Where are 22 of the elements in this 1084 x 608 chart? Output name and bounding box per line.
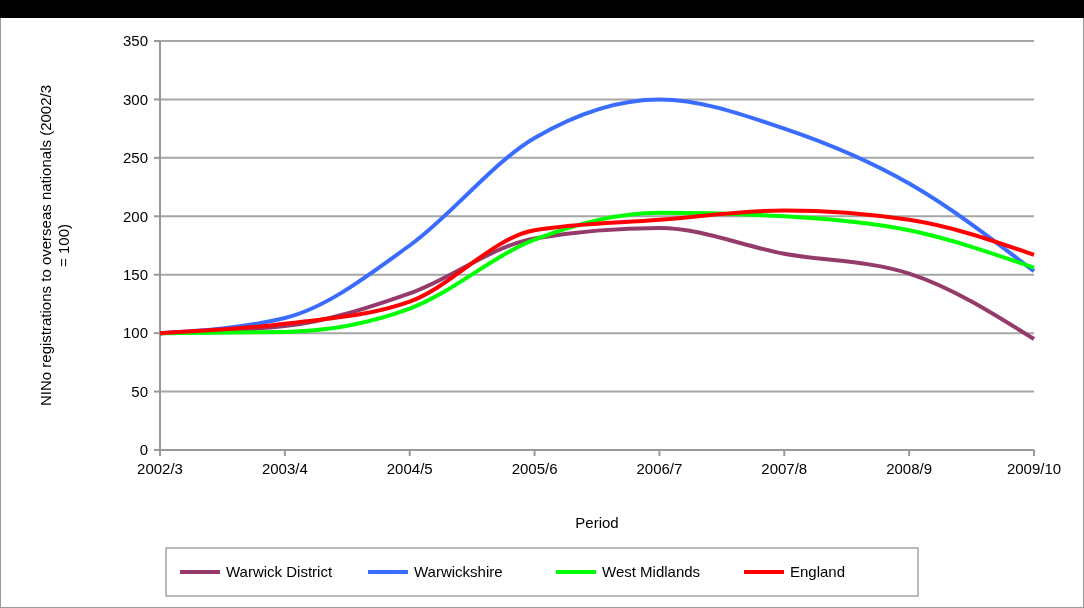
legend-label: England [790,563,846,581]
y-tick-label: 350 [122,32,148,50]
x-tick-label: 2006/7 [636,460,683,477]
x-tick-label: 2008/9 [886,460,933,477]
x-tick-label: 2007/8 [761,460,808,477]
y-tick-label: 300 [122,90,148,108]
x-tick-label: 2004/5 [386,460,433,477]
legend-label: Warwick District [226,563,333,581]
y-tick-label: 50 [131,382,148,400]
x-tick-label: 2002/3 [137,460,183,477]
legend-label: Warwickshire [414,563,503,581]
x-tick-label: 2005/6 [511,460,558,477]
y-axis-title: NINo registrations to overseas nationals (2002/3 = 100) [37,84,72,407]
x-axis-title: Period [575,514,619,531]
y-tick-label: 250 [122,149,148,167]
x-tick-label: 2009/10 [1006,460,1062,477]
y-tick-label: 150 [122,265,148,283]
y-tick-label: 0 [139,441,148,459]
y-tick-label: 100 [122,324,148,342]
x-tick-label: 2003/4 [261,460,308,477]
y-tick-label: 200 [122,207,148,225]
legend-label: West Midlands [602,563,701,581]
